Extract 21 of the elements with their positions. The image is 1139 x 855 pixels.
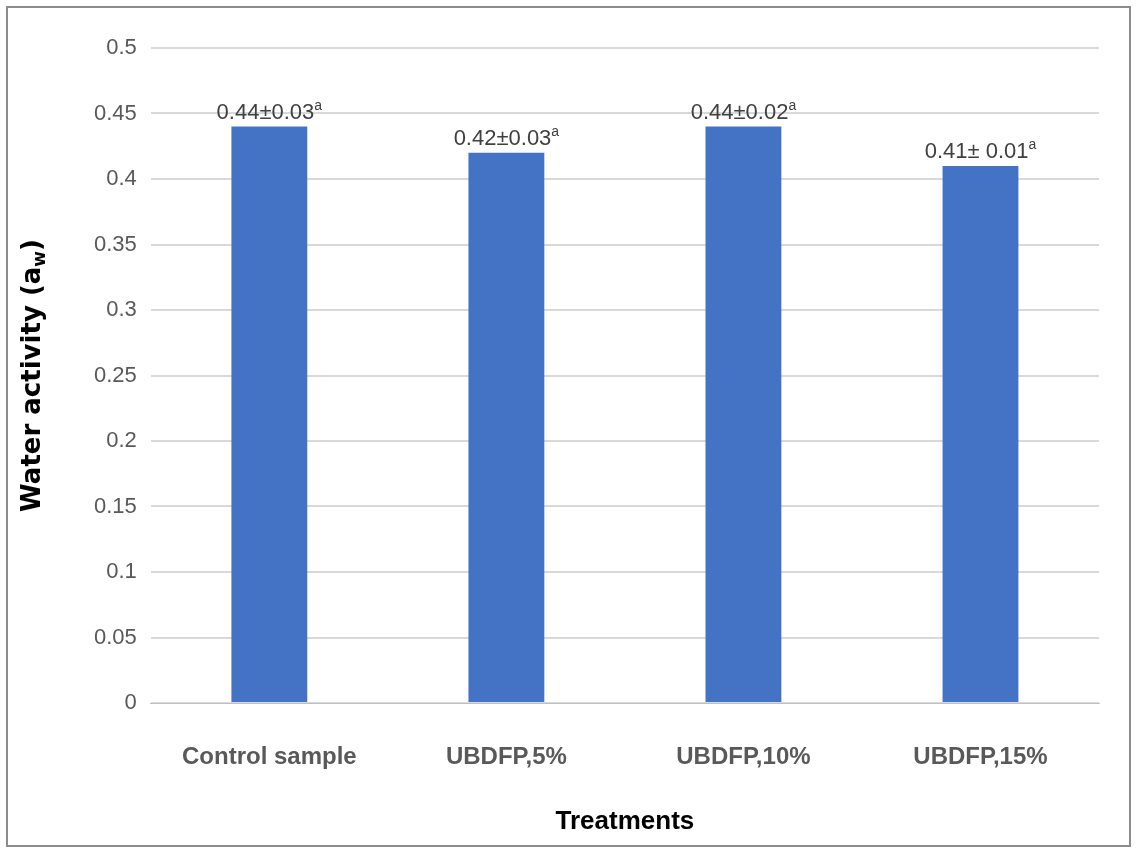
x-tick-label: UBDFP,10% [676,742,811,770]
x-tick-label: UBDFP,5% [445,742,567,770]
y-axis-title: Water activity (aw) [16,239,50,512]
bar [468,152,545,702]
y-tick-label: 0.2 [106,427,137,453]
y-tick-label: 0.4 [106,165,137,191]
bar [705,126,782,702]
y-tick-label: 0 [124,689,137,715]
y-tick-label: 0.35 [93,230,137,256]
x-axis-title: Treatments [555,804,695,835]
bar [231,126,308,702]
y-tick-label: 0.5 [106,34,137,60]
x-tick-label: UBDFP,15% [913,742,1048,770]
x-tick-label: Control sample [181,742,357,770]
y-tick-label: 0.05 [93,623,137,649]
y-tick-label: 0.3 [106,296,137,322]
y-tick-label: 0.45 [93,99,137,125]
y-tick-label: 0.15 [93,492,137,518]
y-tick-label: 0.25 [93,361,137,387]
bar [942,165,1019,702]
y-tick-label: 0.1 [106,558,137,584]
